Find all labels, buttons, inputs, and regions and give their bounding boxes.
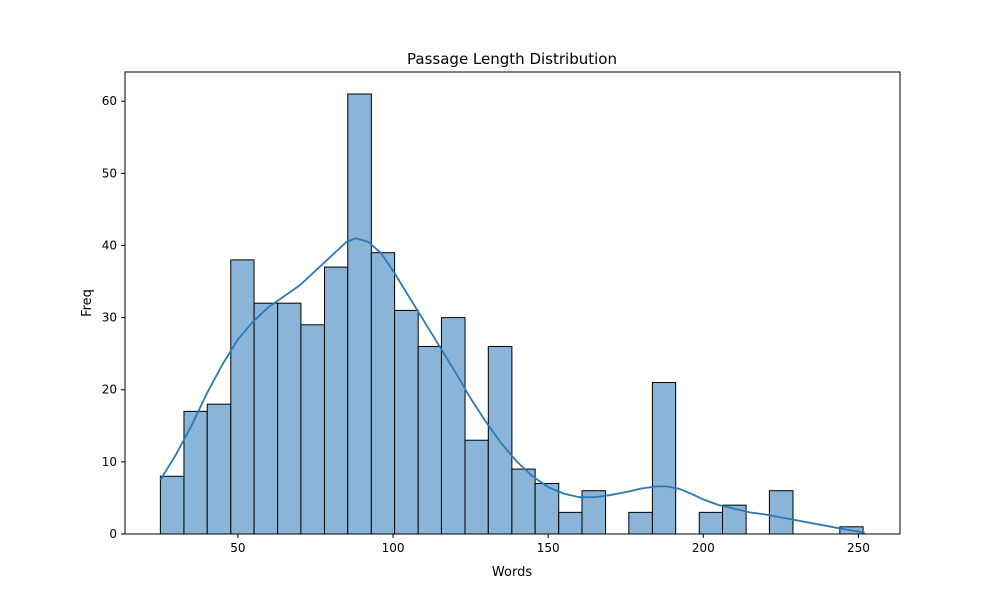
y-tick-label: 0 [109, 527, 117, 541]
histogram-bar [183, 410, 208, 535]
x-tick-label: 50 [230, 541, 245, 555]
histogram-bar [253, 302, 279, 535]
x-tick-label: 250 [847, 541, 870, 555]
histogram-bar [768, 490, 794, 535]
histogram-bar [159, 475, 185, 535]
y-tick-label: 30 [102, 311, 117, 325]
x-tick-label: 100 [382, 541, 405, 555]
chart-title: Passage Length Distribution [407, 50, 617, 68]
histogram-bar [628, 511, 653, 535]
histogram-bar [464, 439, 489, 535]
histogram-bar [558, 511, 583, 535]
histogram-bar [323, 266, 349, 535]
bars-layer [159, 93, 864, 535]
histogram-bar [347, 93, 372, 535]
histogram-bar [534, 483, 560, 535]
y-tick-label: 60 [102, 94, 117, 108]
x-axis-ticks: 50 100 150 200 250 [230, 534, 870, 555]
histogram-bar [394, 309, 419, 535]
histogram-bar [440, 317, 466, 535]
kde-line [159, 237, 865, 534]
histogram-bar [698, 511, 724, 535]
histogram-bar [206, 403, 232, 535]
histogram-bar [300, 324, 325, 535]
y-tick-label: 10 [102, 455, 117, 469]
y-tick-label: 20 [102, 383, 117, 397]
y-tick-label: 40 [102, 238, 117, 252]
histogram-bar [417, 345, 442, 535]
histogram-bar [277, 302, 302, 535]
histogram-bar [651, 382, 677, 535]
histogram-bar [370, 252, 396, 535]
y-axis-label: Freq [80, 289, 95, 317]
y-tick-label: 50 [102, 166, 117, 180]
x-tick-label: 150 [537, 541, 560, 555]
histogram-bar [511, 468, 536, 535]
x-axis-label: Words [492, 565, 532, 580]
histogram-bar [230, 259, 255, 535]
x-tick-label: 200 [692, 541, 715, 555]
axes-frame [124, 71, 901, 535]
y-axis-ticks: 0 10 20 30 40 50 60 [102, 94, 125, 541]
